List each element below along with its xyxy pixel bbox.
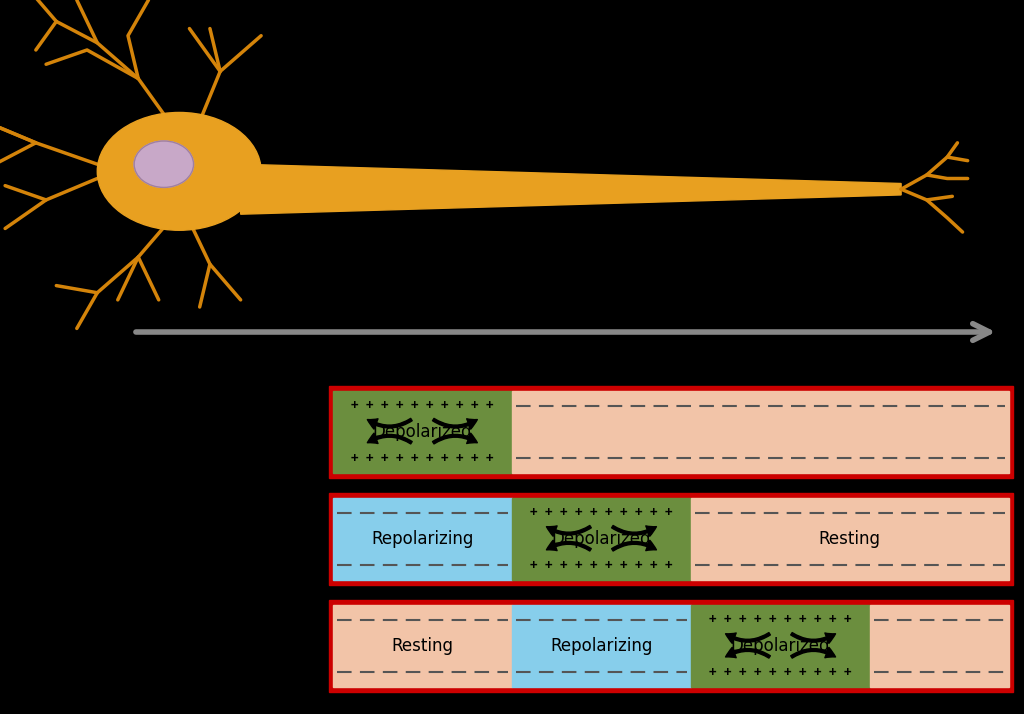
Text: Repolarizing: Repolarizing — [371, 530, 473, 548]
FancyArrowPatch shape — [726, 633, 770, 643]
Text: + + + + + + + + + +: + + + + + + + + + + — [710, 666, 852, 679]
Bar — [329, 493, 1013, 585]
FancyArrowPatch shape — [432, 418, 477, 429]
Polygon shape — [241, 164, 901, 214]
Bar — [333, 498, 512, 580]
Bar — [691, 498, 1009, 580]
Text: + + + + + + + + + +: + + + + + + + + + + — [530, 506, 673, 519]
Text: + + + + + + + + + +: + + + + + + + + + + — [351, 399, 494, 412]
FancyArrowPatch shape — [791, 633, 836, 643]
Bar — [870, 605, 1009, 687]
Ellipse shape — [97, 113, 261, 230]
FancyArrowPatch shape — [547, 540, 591, 551]
Bar — [333, 605, 512, 687]
Text: Depolarized: Depolarized — [373, 423, 472, 441]
Bar — [329, 600, 1013, 693]
FancyArrowPatch shape — [611, 526, 656, 536]
FancyArrowPatch shape — [726, 648, 770, 658]
FancyArrowPatch shape — [611, 540, 656, 551]
Polygon shape — [220, 157, 251, 221]
Text: Repolarizing: Repolarizing — [550, 637, 652, 655]
FancyArrowPatch shape — [791, 648, 836, 658]
Ellipse shape — [134, 141, 194, 188]
FancyArrowPatch shape — [432, 433, 477, 444]
FancyArrowPatch shape — [368, 433, 413, 444]
Text: Depolarized: Depolarized — [731, 637, 830, 655]
Text: Resting: Resting — [391, 637, 454, 655]
FancyArrowPatch shape — [547, 526, 591, 536]
Bar — [691, 605, 870, 687]
Text: Depolarized: Depolarized — [552, 530, 651, 548]
Bar — [512, 605, 691, 687]
Text: + + + + + + + + + +: + + + + + + + + + + — [351, 452, 494, 465]
Bar — [333, 391, 512, 473]
Text: + + + + + + + + + +: + + + + + + + + + + — [530, 559, 673, 572]
FancyArrowPatch shape — [368, 418, 413, 429]
Bar — [329, 386, 1013, 478]
Text: Resting: Resting — [819, 530, 881, 548]
Bar — [512, 391, 1009, 473]
Text: + + + + + + + + + +: + + + + + + + + + + — [710, 613, 852, 626]
Bar — [512, 498, 691, 580]
